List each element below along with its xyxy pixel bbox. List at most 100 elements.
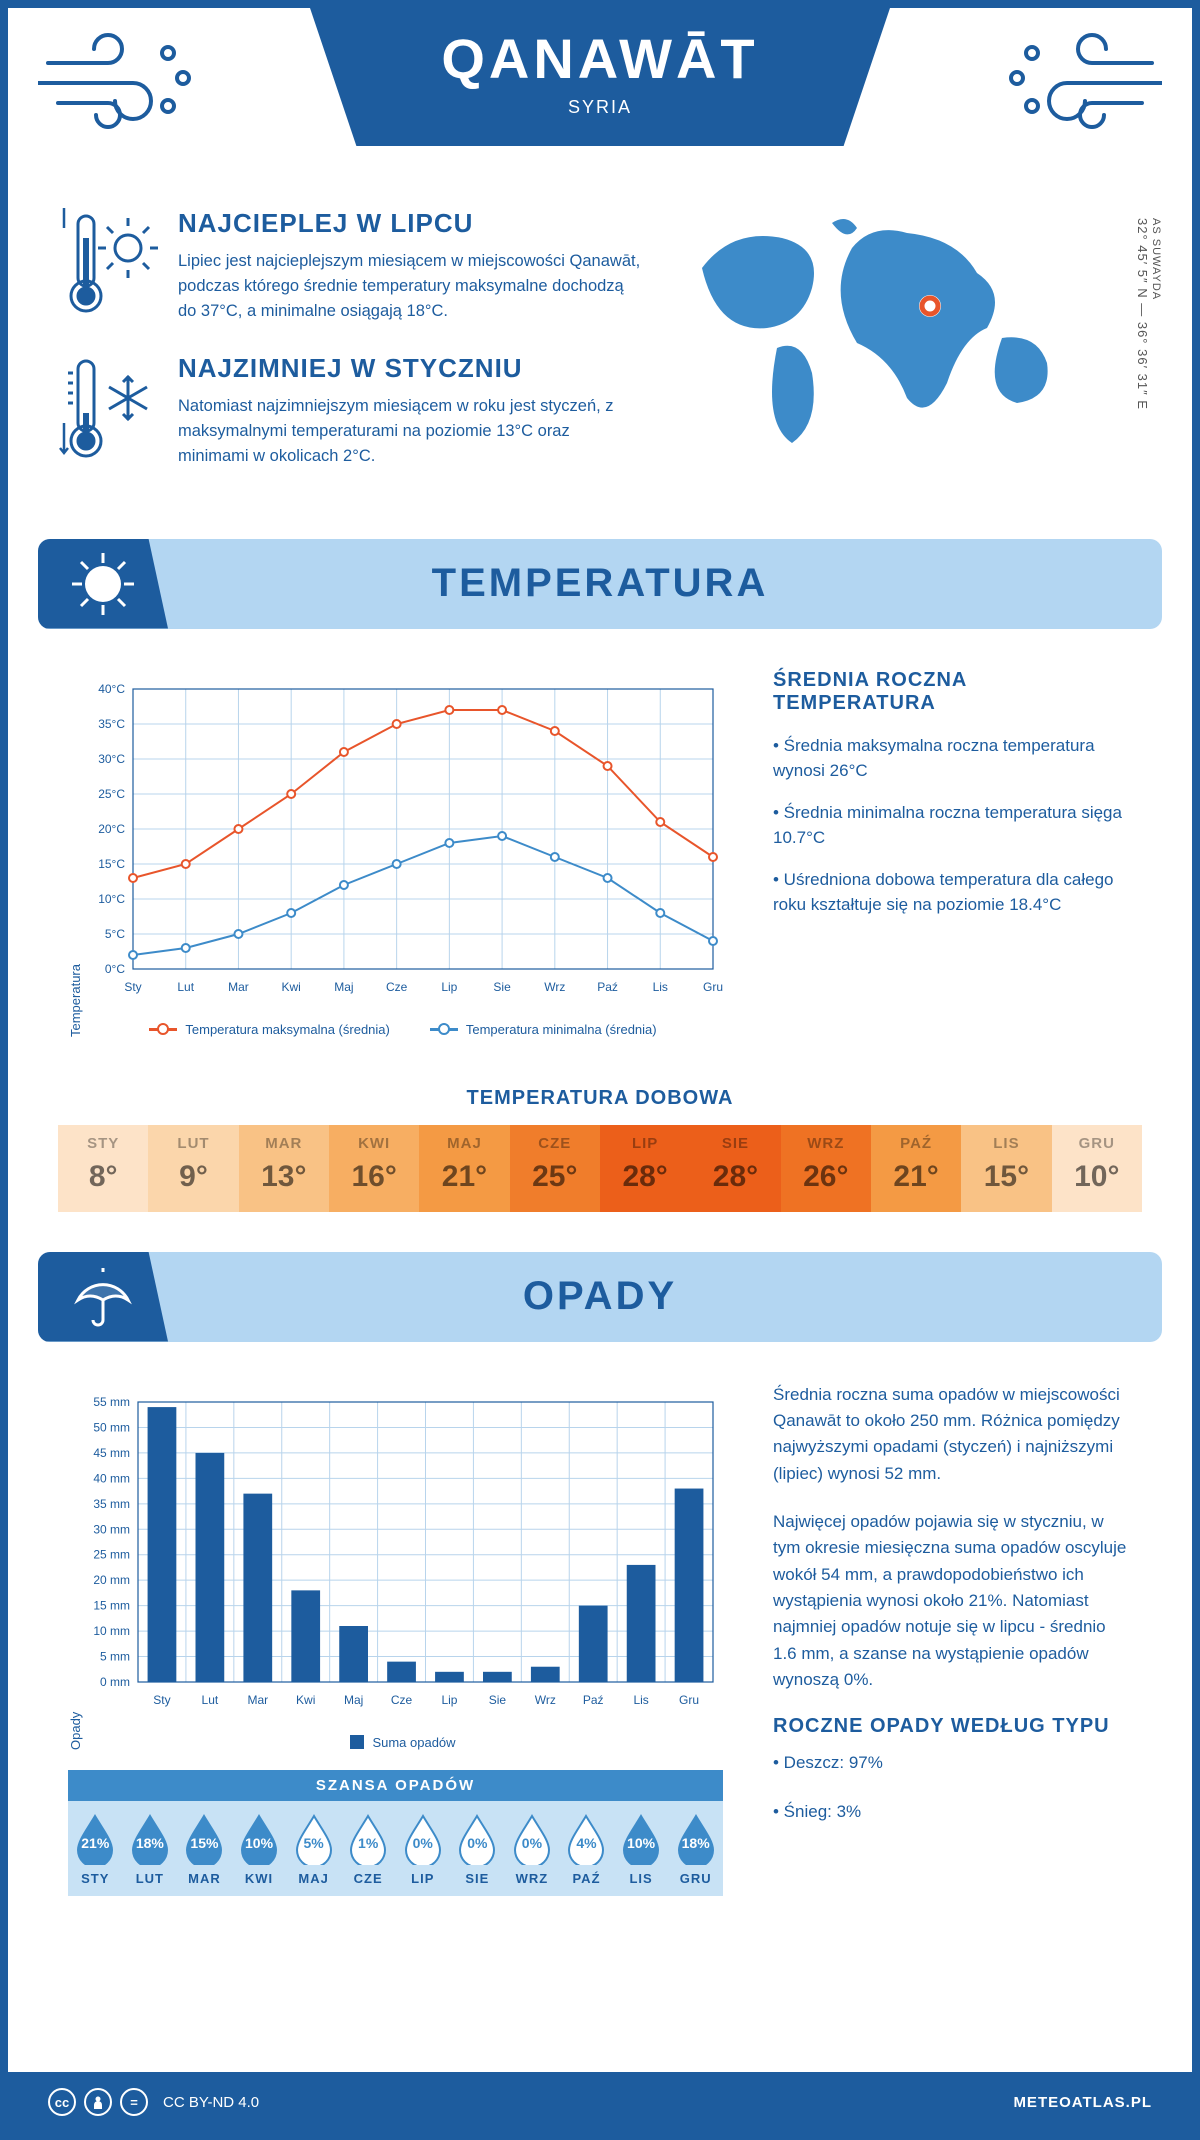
daily-temp-cell: GRU 10° <box>1052 1125 1142 1212</box>
coldest-block: NAJZIMNIEJ W STYCZNIU Natomiast najzimni… <box>58 353 642 468</box>
daily-temp-cell: LIP 28° <box>600 1125 690 1212</box>
legend-max: Temperatura maksymalna (średnia) <box>149 1022 389 1037</box>
daily-temp-cell: MAR 13° <box>239 1125 329 1212</box>
daily-temp-cell: WRZ 26° <box>781 1125 871 1212</box>
svg-text:10 mm: 10 mm <box>93 1624 130 1638</box>
svg-text:Wrz: Wrz <box>544 980 565 994</box>
svg-text:30°C: 30°C <box>98 752 125 766</box>
chance-cell: 0% WRZ <box>505 1813 560 1886</box>
svg-text:Cze: Cze <box>391 1693 413 1707</box>
hottest-title: NAJCIEPLEJ W LIPCU <box>178 208 642 239</box>
temperature-chart: 0°C5°C10°C15°C20°C25°C30°C35°C40°CStyLut… <box>83 669 723 1037</box>
cc-icons: cc = <box>48 2088 148 2116</box>
chance-cell: 5% MAJ <box>286 1813 341 1886</box>
chance-cell: 0% SIE <box>450 1813 505 1886</box>
sun-icon <box>68 549 138 619</box>
svg-text:55 mm: 55 mm <box>93 1395 130 1409</box>
temperature-heading: TEMPERATURA <box>38 561 1162 606</box>
svg-text:Sty: Sty <box>124 980 141 994</box>
coordinates: AS SUWAYDA 32° 45′ 5″ N — 36° 36′ 31″ E <box>1135 218 1162 410</box>
chance-cell: 10% LIS <box>614 1813 669 1886</box>
daily-temp-cell: KWI 16° <box>329 1125 419 1212</box>
daily-temp-cell: LUT 9° <box>148 1125 238 1212</box>
precip-type-title: ROCZNE OPADY WEDŁUG TYPU <box>773 1715 1132 1738</box>
wind-icon <box>38 28 208 138</box>
thermometer-cold-icon <box>58 353 158 463</box>
svg-text:Lis: Lis <box>653 980 668 994</box>
brand: METEOATLAS.PL <box>1013 2094 1152 2111</box>
world-map-block: AS SUWAYDA 32° 45′ 5″ N — 36° 36′ 31″ E <box>682 208 1142 499</box>
svg-text:50 mm: 50 mm <box>93 1420 130 1434</box>
svg-text:5°C: 5°C <box>105 927 125 941</box>
svg-text:Lis: Lis <box>633 1693 648 1707</box>
legend-precip: Suma opadów <box>350 1735 455 1750</box>
svg-text:0 mm: 0 mm <box>100 1675 130 1689</box>
coldest-text: Natomiast najzimniejszym miesiącem w rok… <box>178 394 642 468</box>
chance-cell: 4% PAŹ <box>559 1813 614 1886</box>
header: QANAWĀT SYRIA <box>8 8 1192 188</box>
temperature-section-banner: TEMPERATURA <box>38 539 1162 629</box>
svg-text:15 mm: 15 mm <box>93 1598 130 1612</box>
svg-text:25 mm: 25 mm <box>93 1547 130 1561</box>
thermometer-hot-icon <box>58 208 158 318</box>
svg-text:Maj: Maj <box>344 1693 363 1707</box>
svg-text:40°C: 40°C <box>98 682 125 696</box>
chance-cell: 18% GRU <box>668 1813 723 1886</box>
precipitation-chart: 0 mm 5 mm 10 mm 15 mm 20 mm 25 mm 30 mm 35 mm 40… <box>83 1382 723 1750</box>
footer: cc = CC BY-ND 4.0 METEOATLAS.PL <box>8 2072 1192 2132</box>
svg-text:20°C: 20°C <box>98 822 125 836</box>
svg-text:Paź: Paź <box>597 980 618 994</box>
svg-text:5 mm: 5 mm <box>100 1649 130 1663</box>
svg-text:45 mm: 45 mm <box>93 1445 130 1459</box>
daily-temp-cell: CZE 25° <box>510 1125 600 1212</box>
page-title: QANAWĀT <box>310 26 890 91</box>
svg-text:35°C: 35°C <box>98 717 125 731</box>
svg-text:10°C: 10°C <box>98 892 125 906</box>
precipitation-heading: OPADY <box>38 1274 1162 1319</box>
svg-text:Lut: Lut <box>202 1693 219 1707</box>
svg-text:30 mm: 30 mm <box>93 1522 130 1536</box>
svg-text:35 mm: 35 mm <box>93 1496 130 1510</box>
wind-icon <box>992 28 1162 138</box>
chance-cell: 0% LIP <box>395 1813 450 1886</box>
svg-text:Lip: Lip <box>441 1693 457 1707</box>
svg-text:Wrz: Wrz <box>535 1693 556 1707</box>
hottest-text: Lipiec jest najcieplejszym miesiącem w m… <box>178 249 642 323</box>
title-banner: QANAWĀT SYRIA <box>310 8 890 146</box>
daily-temp-cell: STY 8° <box>58 1125 148 1212</box>
svg-text:Maj: Maj <box>334 980 353 994</box>
svg-text:0°C: 0°C <box>105 962 125 976</box>
umbrella-icon <box>68 1262 138 1332</box>
svg-text:Lut: Lut <box>177 980 194 994</box>
svg-text:20 mm: 20 mm <box>93 1573 130 1587</box>
cc-icon: cc <box>48 2088 76 2116</box>
daily-temp-cell: SIE 28° <box>690 1125 780 1212</box>
svg-text:40 mm: 40 mm <box>93 1471 130 1485</box>
temp-stats-title: ŚREDNIA ROCZNA TEMPERATURA <box>773 669 1132 715</box>
daily-temp-cell: LIS 15° <box>961 1125 1051 1212</box>
chance-cell: 15% MAR <box>177 1813 232 1886</box>
chance-cell: 18% LUT <box>123 1813 178 1886</box>
svg-text:Kwi: Kwi <box>282 980 301 994</box>
svg-text:Sie: Sie <box>493 980 511 994</box>
svg-text:Paź: Paź <box>583 1693 604 1707</box>
chance-cell: 21% STY <box>68 1813 123 1886</box>
daily-temp-row: STY 8° LUT 9° MAR 13° KWI 16° MAJ 21° CZ… <box>58 1125 1142 1212</box>
coldest-title: NAJZIMNIEJ W STYCZNIU <box>178 353 642 384</box>
temp-chart-ylabel: Temperatura <box>68 669 83 1037</box>
precipitation-section-banner: OPADY <box>38 1252 1162 1342</box>
hottest-block: NAJCIEPLEJ W LIPCU Lipiec jest najcieple… <box>58 208 642 323</box>
chance-cell: 1% CZE <box>341 1813 396 1886</box>
daily-temp-cell: MAJ 21° <box>419 1125 509 1212</box>
svg-text:Mar: Mar <box>247 1693 268 1707</box>
svg-text:Cze: Cze <box>386 980 408 994</box>
svg-text:Mar: Mar <box>228 980 249 994</box>
svg-text:Sie: Sie <box>489 1693 507 1707</box>
svg-text:Lip: Lip <box>441 980 457 994</box>
svg-text:15°C: 15°C <box>98 857 125 871</box>
precip-chart-ylabel: Opady <box>68 1382 83 1750</box>
by-icon <box>84 2088 112 2116</box>
chance-title: SZANSA OPADÓW <box>68 1770 723 1801</box>
precip-text: Średnia roczna suma opadów w miejscowośc… <box>773 1382 1132 1896</box>
chance-cell: 10% KWI <box>232 1813 287 1886</box>
